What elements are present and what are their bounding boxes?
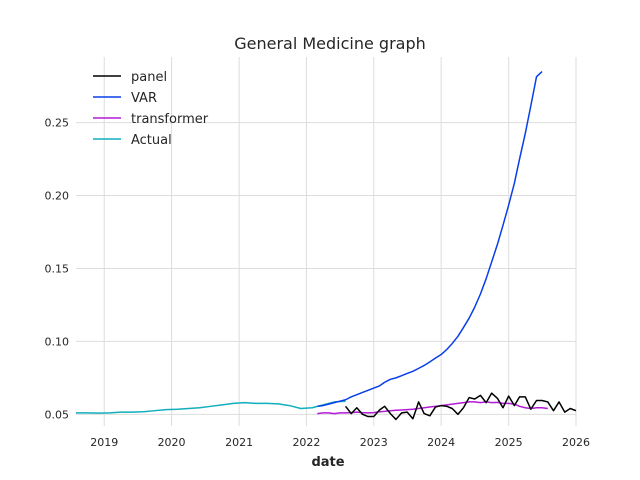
legend-label: Actual [131, 133, 172, 148]
series-line-var [317, 71, 543, 408]
legend-item-panel: panel [93, 70, 167, 85]
legend: panel VAR transformer Actual [93, 70, 209, 148]
y-tick-label: 0.05 [45, 408, 70, 421]
x-axis-label: date [311, 455, 344, 470]
legend-label: panel [131, 70, 167, 85]
legend-item-actual: Actual [93, 133, 172, 148]
legend-label: VAR [131, 91, 157, 106]
x-tick-label: 2024 [427, 436, 455, 449]
y-tick-label: 0.15 [45, 262, 70, 275]
y-tick-label: 0.25 [45, 117, 70, 130]
chart-title: General Medicine graph [234, 34, 426, 53]
series-line-panel [344, 392, 577, 421]
legend-label: transformer [131, 112, 209, 127]
series-line-transformer [317, 401, 548, 415]
x-tick-label: 2022 [292, 436, 320, 449]
x-tick-label: 2023 [360, 436, 388, 449]
grid [76, 57, 577, 426]
y-axis-ticks: 0.05 0.10 0.15 0.20 0.25 [45, 117, 70, 422]
x-tick-label: 2025 [495, 436, 523, 449]
legend-item-transformer: transformer [93, 112, 209, 127]
x-tick-label: 2021 [225, 436, 253, 449]
series-layer [76, 71, 577, 421]
legend-item-var: VAR [93, 91, 157, 106]
x-axis-ticks: 2019 2020 2021 2022 2023 2024 2025 2026 [90, 436, 590, 449]
x-tick-label: 2019 [90, 436, 118, 449]
y-tick-label: 0.10 [45, 335, 70, 348]
y-tick-label: 0.20 [45, 190, 70, 203]
series-line-actual [76, 400, 346, 414]
x-tick-label: 2026 [562, 436, 590, 449]
x-tick-label: 2020 [158, 436, 186, 449]
